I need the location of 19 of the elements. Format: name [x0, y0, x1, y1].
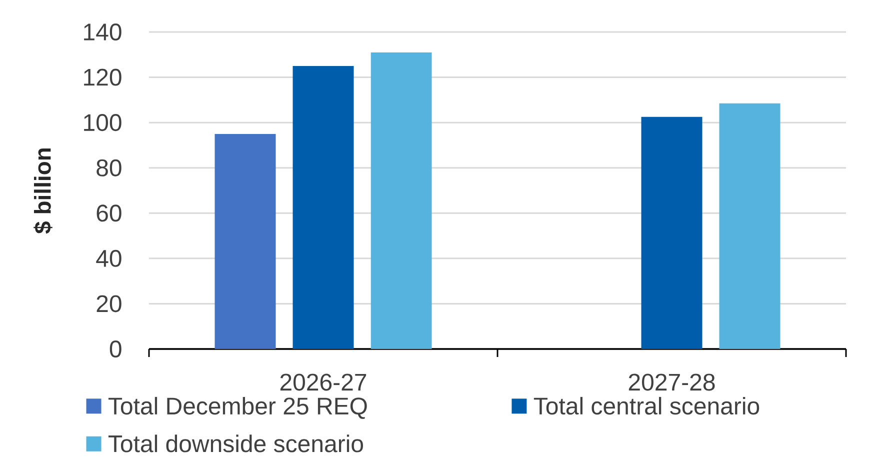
legend-label: Total central scenario — [534, 396, 760, 415]
y-tick-label: 60 — [96, 204, 122, 222]
x-tick-label: 2027-28 — [628, 374, 715, 391]
y-axis-title: $ billion — [34, 148, 52, 234]
y-tick-label: 120 — [84, 68, 122, 86]
bar — [214, 134, 276, 349]
x-tick-label: 2026-27 — [280, 374, 366, 391]
y-tick-label: 20 — [96, 295, 122, 312]
bar — [370, 52, 432, 349]
bar — [719, 103, 780, 349]
legend-label: Total downside scenario — [108, 434, 364, 452]
y-tick-label: 0 — [110, 340, 122, 358]
bar — [292, 66, 354, 349]
y-tick-label: 140 — [84, 23, 122, 40]
y-tick-label: 80 — [96, 159, 122, 176]
y-tick-label: 100 — [84, 114, 122, 132]
y-tick-label: 40 — [96, 250, 122, 267]
bar — [641, 116, 702, 349]
legend-label: Total December 25 REQ — [108, 396, 367, 419]
